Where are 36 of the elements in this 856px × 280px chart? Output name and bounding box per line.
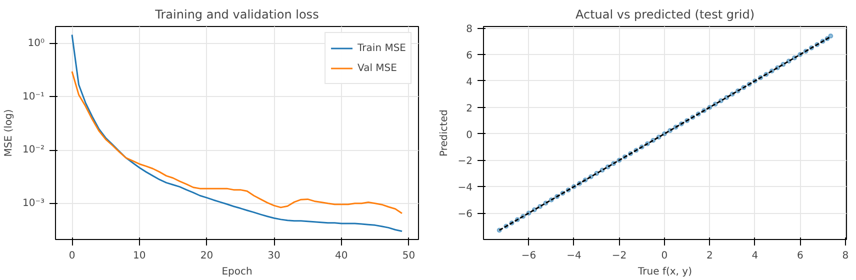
y-axis-title: Predicted bbox=[438, 110, 450, 156]
x-tick-label: 30 bbox=[268, 250, 280, 262]
x-tick-label: −2 bbox=[612, 250, 627, 262]
x-tick-label: 40 bbox=[335, 250, 348, 262]
x-tick-label: 0 bbox=[661, 250, 668, 262]
y-tick-label: 6 bbox=[466, 50, 473, 62]
legend-label: Train MSE bbox=[358, 42, 406, 54]
x-tick-label: −6 bbox=[521, 250, 536, 262]
x-tick-label: 2 bbox=[706, 250, 713, 262]
x-tick-label: 6 bbox=[796, 250, 804, 262]
x-tick-label: 4 bbox=[752, 250, 758, 262]
y-tick-label: 10⁻¹ bbox=[22, 91, 45, 102]
y-tick-label: 8 bbox=[466, 24, 473, 36]
y-tick-label: 10⁻² bbox=[22, 144, 45, 156]
chart-title: Training and validation loss bbox=[154, 8, 319, 22]
y-tick-label: 4 bbox=[466, 76, 473, 88]
y-tick-label: 0 bbox=[466, 130, 473, 141]
x-tick-label: 0 bbox=[68, 250, 76, 262]
line-series bbox=[71, 70, 403, 214]
x-axis-title: Epoch bbox=[222, 266, 252, 278]
x-tick-label: 20 bbox=[200, 250, 214, 262]
legend-label: Val MSE bbox=[358, 62, 397, 74]
x-tick-label: −4 bbox=[566, 250, 582, 262]
y-tick-label: 2 bbox=[466, 103, 473, 114]
x-axis-title: True f(x, y) bbox=[637, 266, 692, 278]
x-tick-label: 8 bbox=[842, 250, 849, 262]
point bbox=[828, 34, 834, 39]
x-tick-label: 10 bbox=[132, 250, 146, 262]
y-tick-label: 10⁻³ bbox=[22, 198, 45, 209]
y-axis-title: MSE (log) bbox=[3, 109, 14, 157]
y-tick-label: −4 bbox=[458, 182, 473, 194]
y-tick-label: 10⁰ bbox=[28, 38, 44, 50]
chart-title: Actual vs predicted (test grid) bbox=[575, 8, 755, 22]
y-tick-label: −6 bbox=[458, 209, 473, 220]
x-tick-label: 50 bbox=[402, 250, 416, 262]
y-tick-label: −2 bbox=[458, 156, 473, 168]
